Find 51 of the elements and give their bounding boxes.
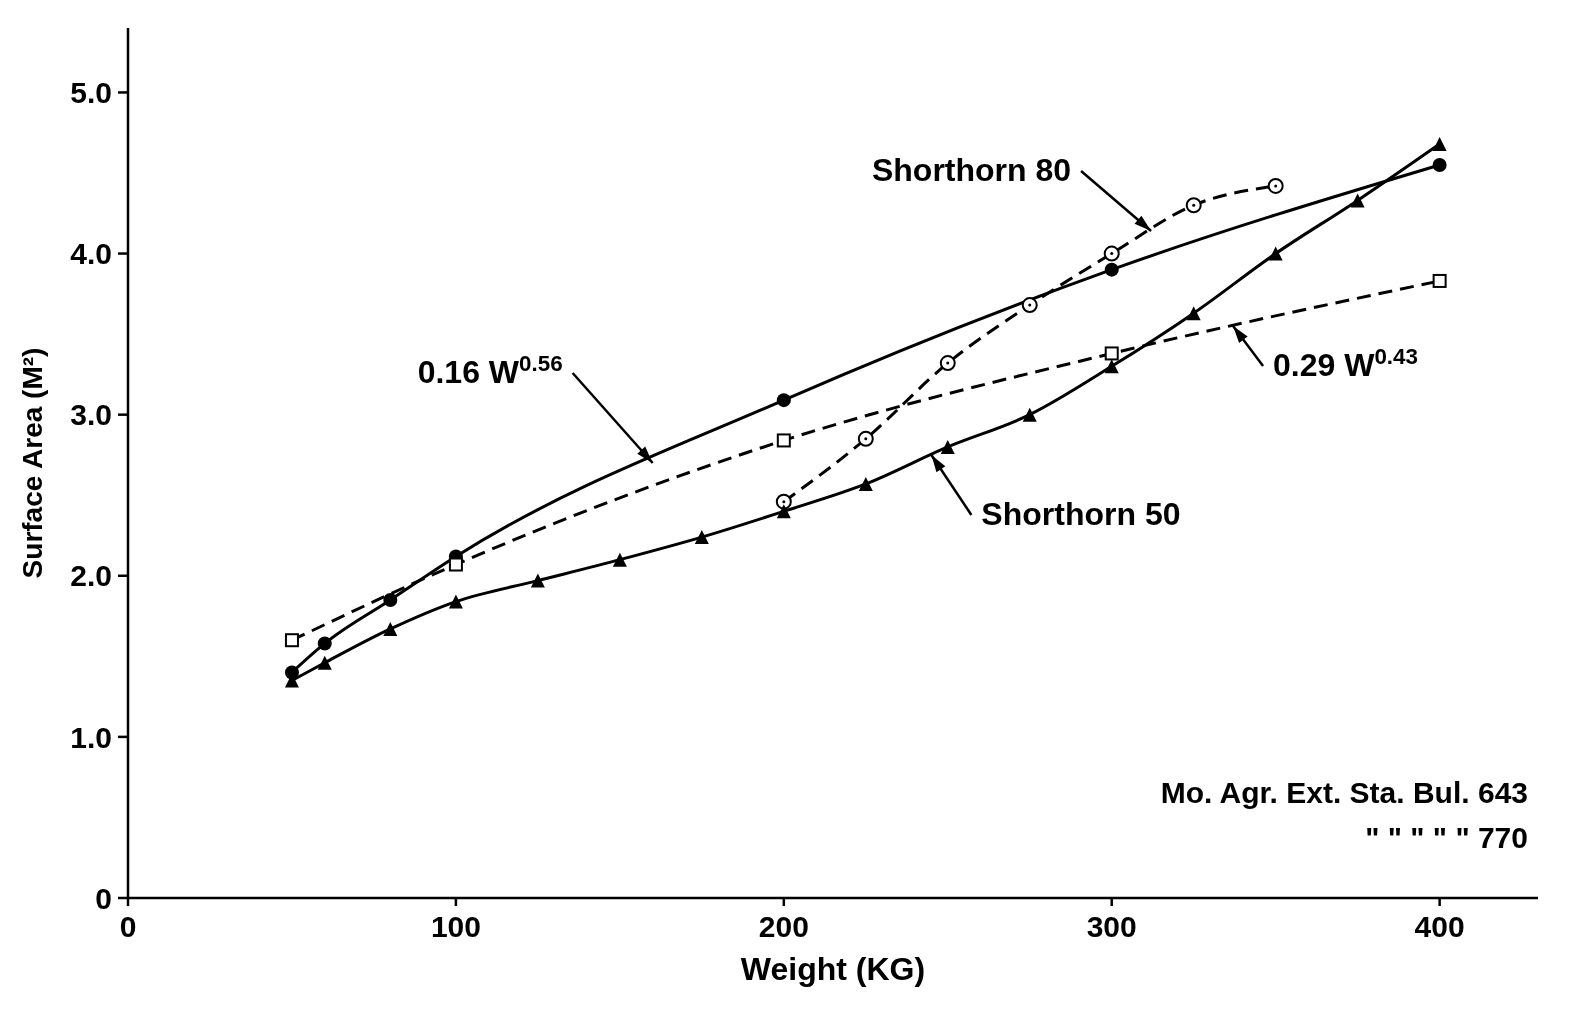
annotation: " " " " " 770: [1365, 821, 1528, 854]
point: [939, 355, 956, 372]
x-tick-label: 300: [1086, 910, 1137, 944]
point: [1021, 297, 1038, 314]
point: [383, 621, 398, 636]
annotation: Mo. Agr. Ext. Sta. Bul. 643: [1160, 776, 1528, 809]
y-tick-label: 4.0: [70, 237, 112, 271]
point: [857, 430, 874, 447]
annotation: 0.16 W$^{0.56}$: [417, 350, 563, 390]
point: [1104, 346, 1119, 361]
x-tick-label: 0: [119, 910, 137, 944]
point: [383, 592, 398, 607]
point: [940, 439, 955, 454]
point: [1432, 157, 1447, 172]
annotation: Shorthorn 80: [871, 152, 1072, 188]
point: [1103, 245, 1120, 262]
x-tick-label: 100: [430, 910, 481, 944]
x-axis-title: Weight (KG): [740, 951, 926, 987]
point: [1350, 193, 1365, 208]
point: [1104, 262, 1119, 277]
annotation: 0.29 W$^{0.43}$: [1273, 343, 1419, 384]
x-tick-label: 400: [1414, 910, 1465, 944]
point: [776, 504, 791, 519]
point: [1267, 177, 1284, 194]
point: [448, 557, 463, 572]
point: [1432, 137, 1447, 151]
point: [612, 552, 627, 567]
point: [776, 393, 791, 408]
y-tick-label: 3.0: [70, 398, 112, 432]
point: [317, 655, 332, 670]
point: [317, 636, 332, 651]
point: [1432, 273, 1447, 288]
y-tick-label: 5.0: [70, 76, 112, 110]
point: [776, 433, 791, 448]
point: [1186, 306, 1201, 321]
point: [1022, 407, 1037, 422]
x-tick-label: 200: [758, 910, 809, 944]
y-axis-title: Surface Area (M²): [17, 347, 48, 579]
point: [530, 573, 545, 588]
y-tick-label: 2.0: [70, 559, 112, 593]
point: [448, 594, 463, 609]
point: [775, 493, 792, 510]
point: [284, 633, 299, 648]
point: [694, 530, 709, 545]
y-tick-label: 1.0: [70, 720, 112, 754]
point: [1104, 359, 1119, 374]
annotation: Shorthorn 50: [981, 495, 1181, 532]
point: [1185, 197, 1202, 214]
point: [1268, 246, 1283, 261]
point: [858, 476, 873, 491]
y-tick-label: 0: [95, 881, 112, 915]
